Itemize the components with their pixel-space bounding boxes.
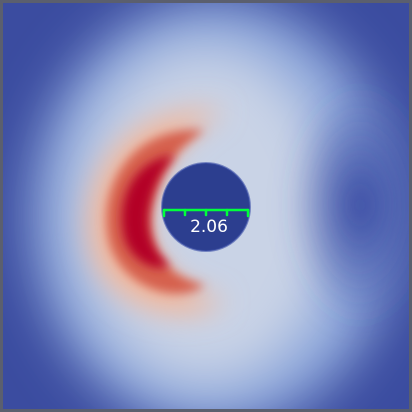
high-value-crescent-core xyxy=(122,155,175,268)
high-value-crescent-mid xyxy=(106,129,205,294)
scalar-field xyxy=(3,3,409,409)
cylinder-obstacle xyxy=(162,163,250,251)
cylinder-shading xyxy=(161,162,251,252)
ruler-widget[interactable] xyxy=(162,208,250,218)
field-wake xyxy=(290,85,409,325)
ruler-distance-label: 2.06 xyxy=(190,217,228,237)
